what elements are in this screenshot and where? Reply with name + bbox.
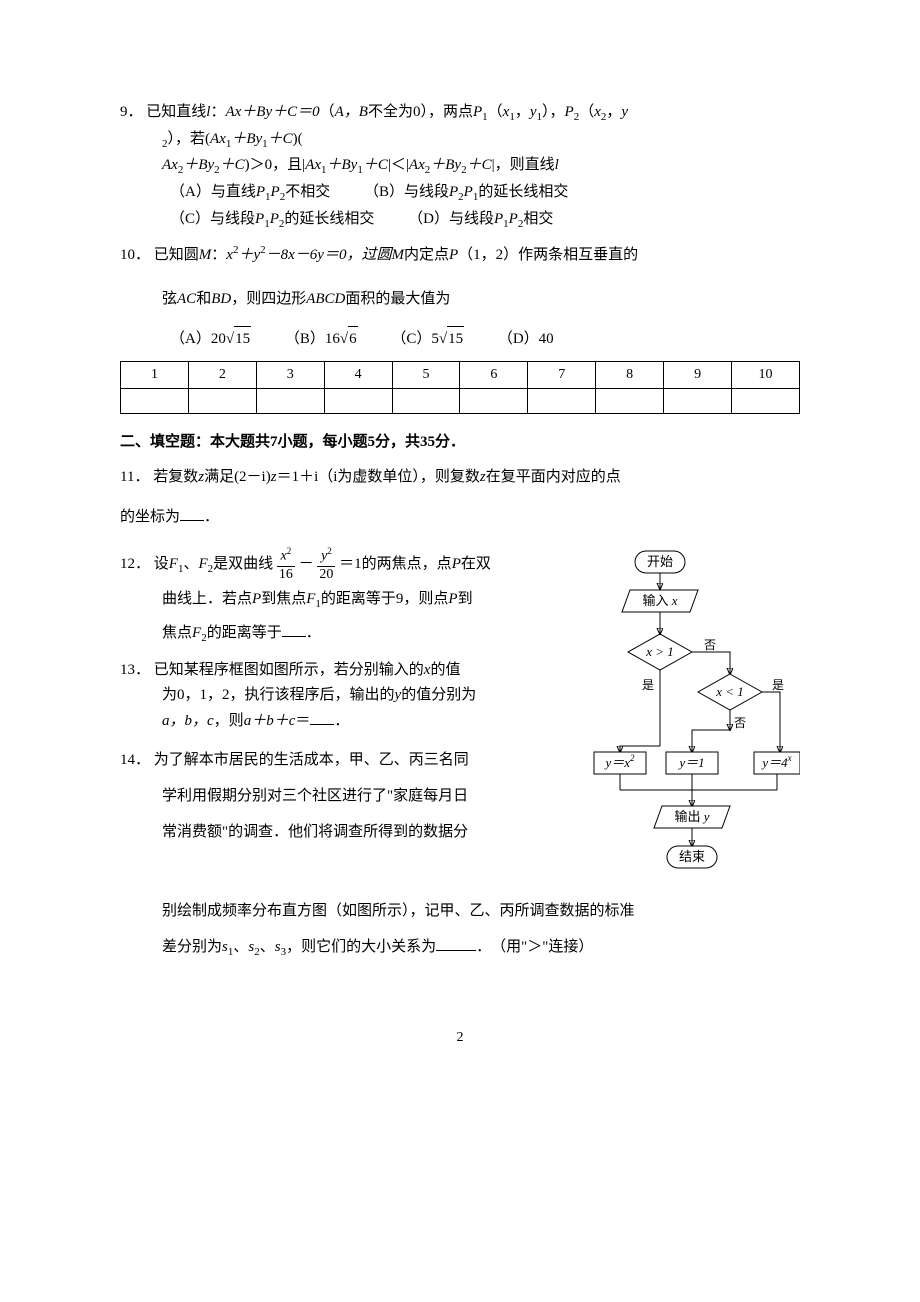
- grid-col-1: 1: [121, 361, 189, 388]
- q9-opt-c: （C）与线段P1P2的延长线相交: [170, 207, 374, 234]
- question-10: 10． 已知圆M：x2＋y2－8x－6y＝0，过圆M内定点P（1，2）作两条相互…: [120, 241, 800, 353]
- q10-text: 已知圆M：x2＋y2－8x－6y＝0，过圆M内定点P（1，2）作两条相互垂直的: [154, 247, 638, 263]
- grid-ans-5[interactable]: [392, 388, 460, 413]
- q12-line2: 曲线上．若点P到焦点F1的距离等于9，则点P到: [120, 583, 562, 616]
- grid-col-4: 4: [324, 361, 392, 388]
- q11-line2: 的坐标为．: [120, 505, 800, 531]
- q14-t4: 别绘制成频率分布直方图（如图所示），记甲、乙、丙所调查数据的标准: [120, 893, 800, 929]
- grid-header-row: 1 2 3 4 5 6 7 8 9 10: [121, 361, 800, 388]
- grid-answer-row: [121, 388, 800, 413]
- q9-opt-a: （A）与直线P1P2不相交: [170, 180, 330, 207]
- grid-ans-4[interactable]: [324, 388, 392, 413]
- grid-col-8: 8: [596, 361, 664, 388]
- grid-ans-10[interactable]: [732, 388, 800, 413]
- grid-col-9: 9: [664, 361, 732, 388]
- q10-opt-a: （A）2015: [170, 326, 251, 353]
- ;grid-ans-9[interactable]: [664, 388, 732, 413]
- svg-text:x > 1: x > 1: [645, 644, 674, 659]
- q10-opt-d: （D）40: [498, 327, 554, 353]
- q12-text: 设F1、F2是双曲线 x216 － y220 ＝1的两焦点，点P在双: [154, 556, 491, 572]
- svg-text:是: 是: [642, 678, 654, 692]
- q13-line2: 为0，1，2，执行该程序后，输出的y的值分别为: [120, 683, 562, 709]
- q10-opt-c: （C）515: [391, 326, 464, 353]
- section-2-title: 二、填空题：本大题共7小题，每小题5分，共35分．: [120, 430, 800, 456]
- q10-options: （A）2015 （B）166 （C）515 （D）40: [120, 326, 800, 353]
- page-number: 2: [120, 1026, 800, 1050]
- question-11: 11． 若复数z满足(2－i)z＝1＋i（i为虚数单位），则复数z在复平面内对应…: [120, 465, 800, 491]
- q12-14-flow-wrap: 12． 设F1、F2是双曲线 x216 － y220 ＝1的两焦点，点P在双 曲…: [120, 546, 800, 893]
- q13-text: 已知某程序框图如图所示，若分别输入的x的值: [154, 662, 461, 678]
- svg-text:y＝4x: y＝4x: [760, 753, 791, 770]
- svg-text:否: 否: [704, 638, 716, 652]
- q13-number: 13．: [120, 658, 150, 684]
- q11-text: 若复数z满足(2－i)z＝1＋i（i为虚数单位），则复数z在复平面内对应的点: [153, 469, 621, 485]
- q9-options-row2: （C）与线段P1P2的延长线相交 （D）与线段P1P2相交: [120, 207, 800, 234]
- svg-text:y＝1: y＝1: [677, 755, 704, 770]
- q9-text: 已知直线l：Ax＋By＋C＝0（A，B不全为0），两点P1（x1，y1），P2（…: [146, 104, 628, 120]
- question-12: 12． 设F1、F2是双曲线 x216 － y220 ＝1的两焦点，点P在双 曲…: [120, 546, 562, 650]
- q14-t3: 常消费额"的调查．他们将调查所得到的数据分: [120, 814, 562, 850]
- grid-col-3: 3: [256, 361, 324, 388]
- q12-line3: 焦点F2的距离等于．: [120, 617, 562, 650]
- grid-col-5: 5: [392, 361, 460, 388]
- grid-col-2: 2: [188, 361, 256, 388]
- q12-number: 12．: [120, 548, 150, 581]
- grid-ans-6[interactable]: [460, 388, 528, 413]
- q12-frac1: x216: [277, 546, 295, 583]
- question-9: 9． 已知直线l：Ax＋By＋C＝0（A，B不全为0），两点P1（x1，y1），…: [120, 100, 800, 233]
- q9-opt-d: （D）与线段P1P2相交: [408, 207, 553, 234]
- grid-col-6: 6: [460, 361, 528, 388]
- grid-ans-3[interactable]: [256, 388, 324, 413]
- flow-start: 开始: [647, 554, 673, 569]
- q9-cont2: Ax2＋By2＋C)＞0，且|Ax1＋By1＋C|＜|Ax2＋By2＋C|，则直…: [120, 153, 800, 180]
- q9-opt-b: （B）与线段P2P1的延长线相交: [364, 180, 568, 207]
- q9-cont: 2），若(Ax1＋By1＋C)(: [120, 127, 800, 154]
- q9-options-row1: （A）与直线P1P2不相交 （B）与线段P2P1的延长线相交: [120, 180, 800, 207]
- q11-blank[interactable]: [180, 506, 204, 521]
- q12-frac2: y220: [317, 546, 335, 583]
- q13-line3: a，b，c，则a＋b＋c＝．: [120, 709, 562, 735]
- flow-end: 结束: [679, 849, 705, 864]
- q12-blank[interactable]: [282, 622, 306, 637]
- q10-number: 10．: [120, 243, 150, 269]
- grid-col-7: 7: [528, 361, 596, 388]
- svg-text:输入 x: 输入 x: [642, 593, 677, 608]
- grid-col-10: 10: [732, 361, 800, 388]
- grid-ans-2[interactable]: [188, 388, 256, 413]
- flowchart: 开始 输入 x x > 1 否 是 x < 1 是 否: [580, 546, 800, 893]
- question-13: 13． 已知某程序框图如图所示，若分别输入的x的值 为0，1，2，执行该程序后，…: [120, 658, 562, 735]
- q11-number: 11．: [120, 465, 149, 491]
- q10-line2: 弦AC和BD，则四边形ABCD面积的最大值为: [120, 287, 800, 313]
- grid-ans-7[interactable]: [528, 388, 596, 413]
- q14-t2: 学利用假期分别对三个社区进行了"家庭每月日: [120, 778, 562, 814]
- svg-text:输出 y: 输出 y: [674, 809, 709, 824]
- answer-grid: 1 2 3 4 5 6 7 8 9 10: [120, 361, 800, 414]
- question-14: 14． 为了解本市居民的生活成本，甲、乙、丙三名同 学利用假期分别对三个社区进行…: [120, 742, 562, 850]
- q14-t5: 差分别为s1、s2、s3，则它们的大小关系为． （用"＞"连接）: [120, 929, 800, 965]
- q9-number: 9．: [120, 100, 143, 126]
- q14-t1: 为了解本市居民的生活成本，甲、乙、丙三名同: [154, 752, 469, 768]
- q14-blank[interactable]: [436, 936, 476, 951]
- svg-text:是: 是: [772, 678, 784, 692]
- grid-ans-1[interactable]: [121, 388, 189, 413]
- q13-blank[interactable]: [310, 710, 334, 725]
- q14-number: 14．: [120, 742, 150, 778]
- svg-text:x < 1: x < 1: [715, 684, 744, 699]
- svg-text:否: 否: [734, 716, 746, 730]
- q10-opt-b: （B）166: [285, 326, 358, 353]
- grid-ans-8[interactable]: [596, 388, 664, 413]
